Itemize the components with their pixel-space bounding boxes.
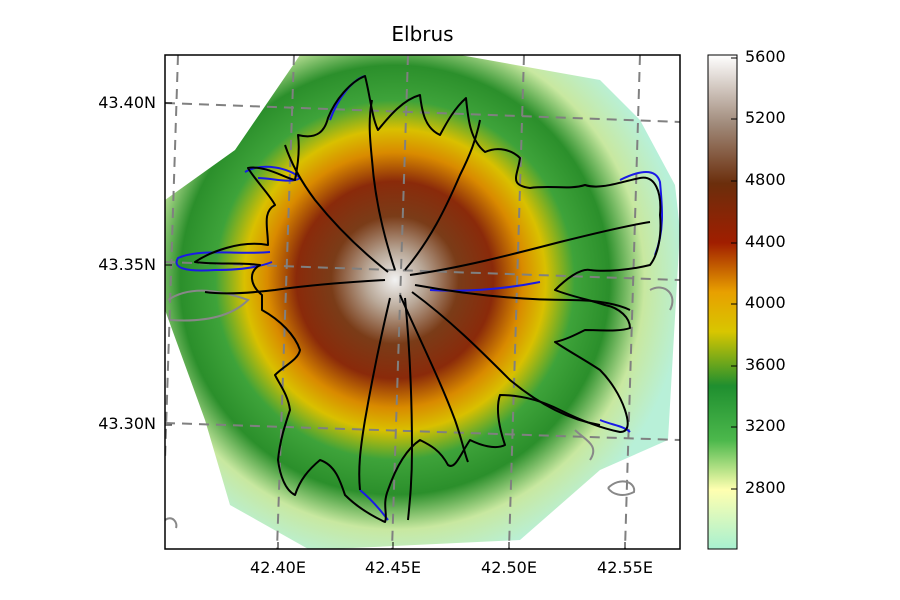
- debris-outline-south: [574, 429, 595, 461]
- blue-outline-west-tongue: [175, 251, 273, 272]
- ytick-label-43.35: 43.35N: [98, 255, 156, 274]
- ytick-label-43.40: 43.40N: [98, 93, 156, 112]
- dem-footprint: [165, 55, 680, 549]
- graticule-lon-42.45: [391, 55, 409, 549]
- blue-outline-southeast: [599, 419, 631, 433]
- glacier-ridge-northeast: [404, 119, 481, 271]
- cb-label-4000: 4000: [745, 293, 786, 312]
- glacier-outline-main: [194, 75, 662, 523]
- map-tick-marks: [165, 102, 626, 549]
- xtick-label-42.40: 42.40E: [250, 558, 306, 577]
- cb-label-4400: 4400: [745, 232, 786, 251]
- dem-raster: [165, 55, 680, 549]
- glacier-ridge-south-2: [404, 297, 413, 521]
- glacier-ridge-north: [368, 99, 396, 271]
- glacier-outlines-black: [194, 75, 662, 523]
- graticule-lat-43.30: [165, 422, 680, 441]
- graticule-lon-42.55: [624, 55, 641, 549]
- map-axes-frame: [164, 54, 681, 550]
- debris-outline-southwest: [165, 517, 178, 529]
- glacier-ridge-south: [399, 294, 469, 463]
- map-title: Elbrus: [391, 22, 454, 46]
- glacier-ridge-southeast: [411, 291, 601, 426]
- ytick-label-43.30: 43.30N: [98, 414, 156, 433]
- cb-label-4800: 4800: [745, 170, 786, 189]
- xtick-label-42.55: 42.55E: [597, 558, 653, 577]
- cb-label-5200: 5200: [745, 108, 786, 127]
- glacier-ridge-northwest: [284, 144, 389, 273]
- debris-outline-southeast: [607, 480, 636, 496]
- debris-outline-east: [649, 286, 674, 311]
- cb-label-5600: 5600: [745, 47, 786, 66]
- glacier-ridge-east: [409, 221, 651, 276]
- glacier-ridge-southwest: [358, 297, 391, 491]
- xtick-label-42.50: 42.50E: [481, 558, 537, 577]
- cb-label-2800: 2800: [745, 478, 786, 497]
- glacier-ridge-east-2: [414, 284, 631, 311]
- blue-outline-center: [429, 281, 541, 292]
- colorbar: [707, 54, 738, 550]
- glacier-ridge-west: [204, 279, 386, 295]
- cb-label-3600: 3600: [745, 355, 786, 374]
- graticule-lon-42.50: [508, 55, 525, 549]
- cb-label-3200: 3200: [745, 416, 786, 435]
- debris-outline-west: [167, 289, 250, 322]
- debris-outlines: [165, 286, 674, 529]
- xtick-label-42.45: 42.45E: [365, 558, 421, 577]
- colorbar-tick-marks: [731, 57, 737, 490]
